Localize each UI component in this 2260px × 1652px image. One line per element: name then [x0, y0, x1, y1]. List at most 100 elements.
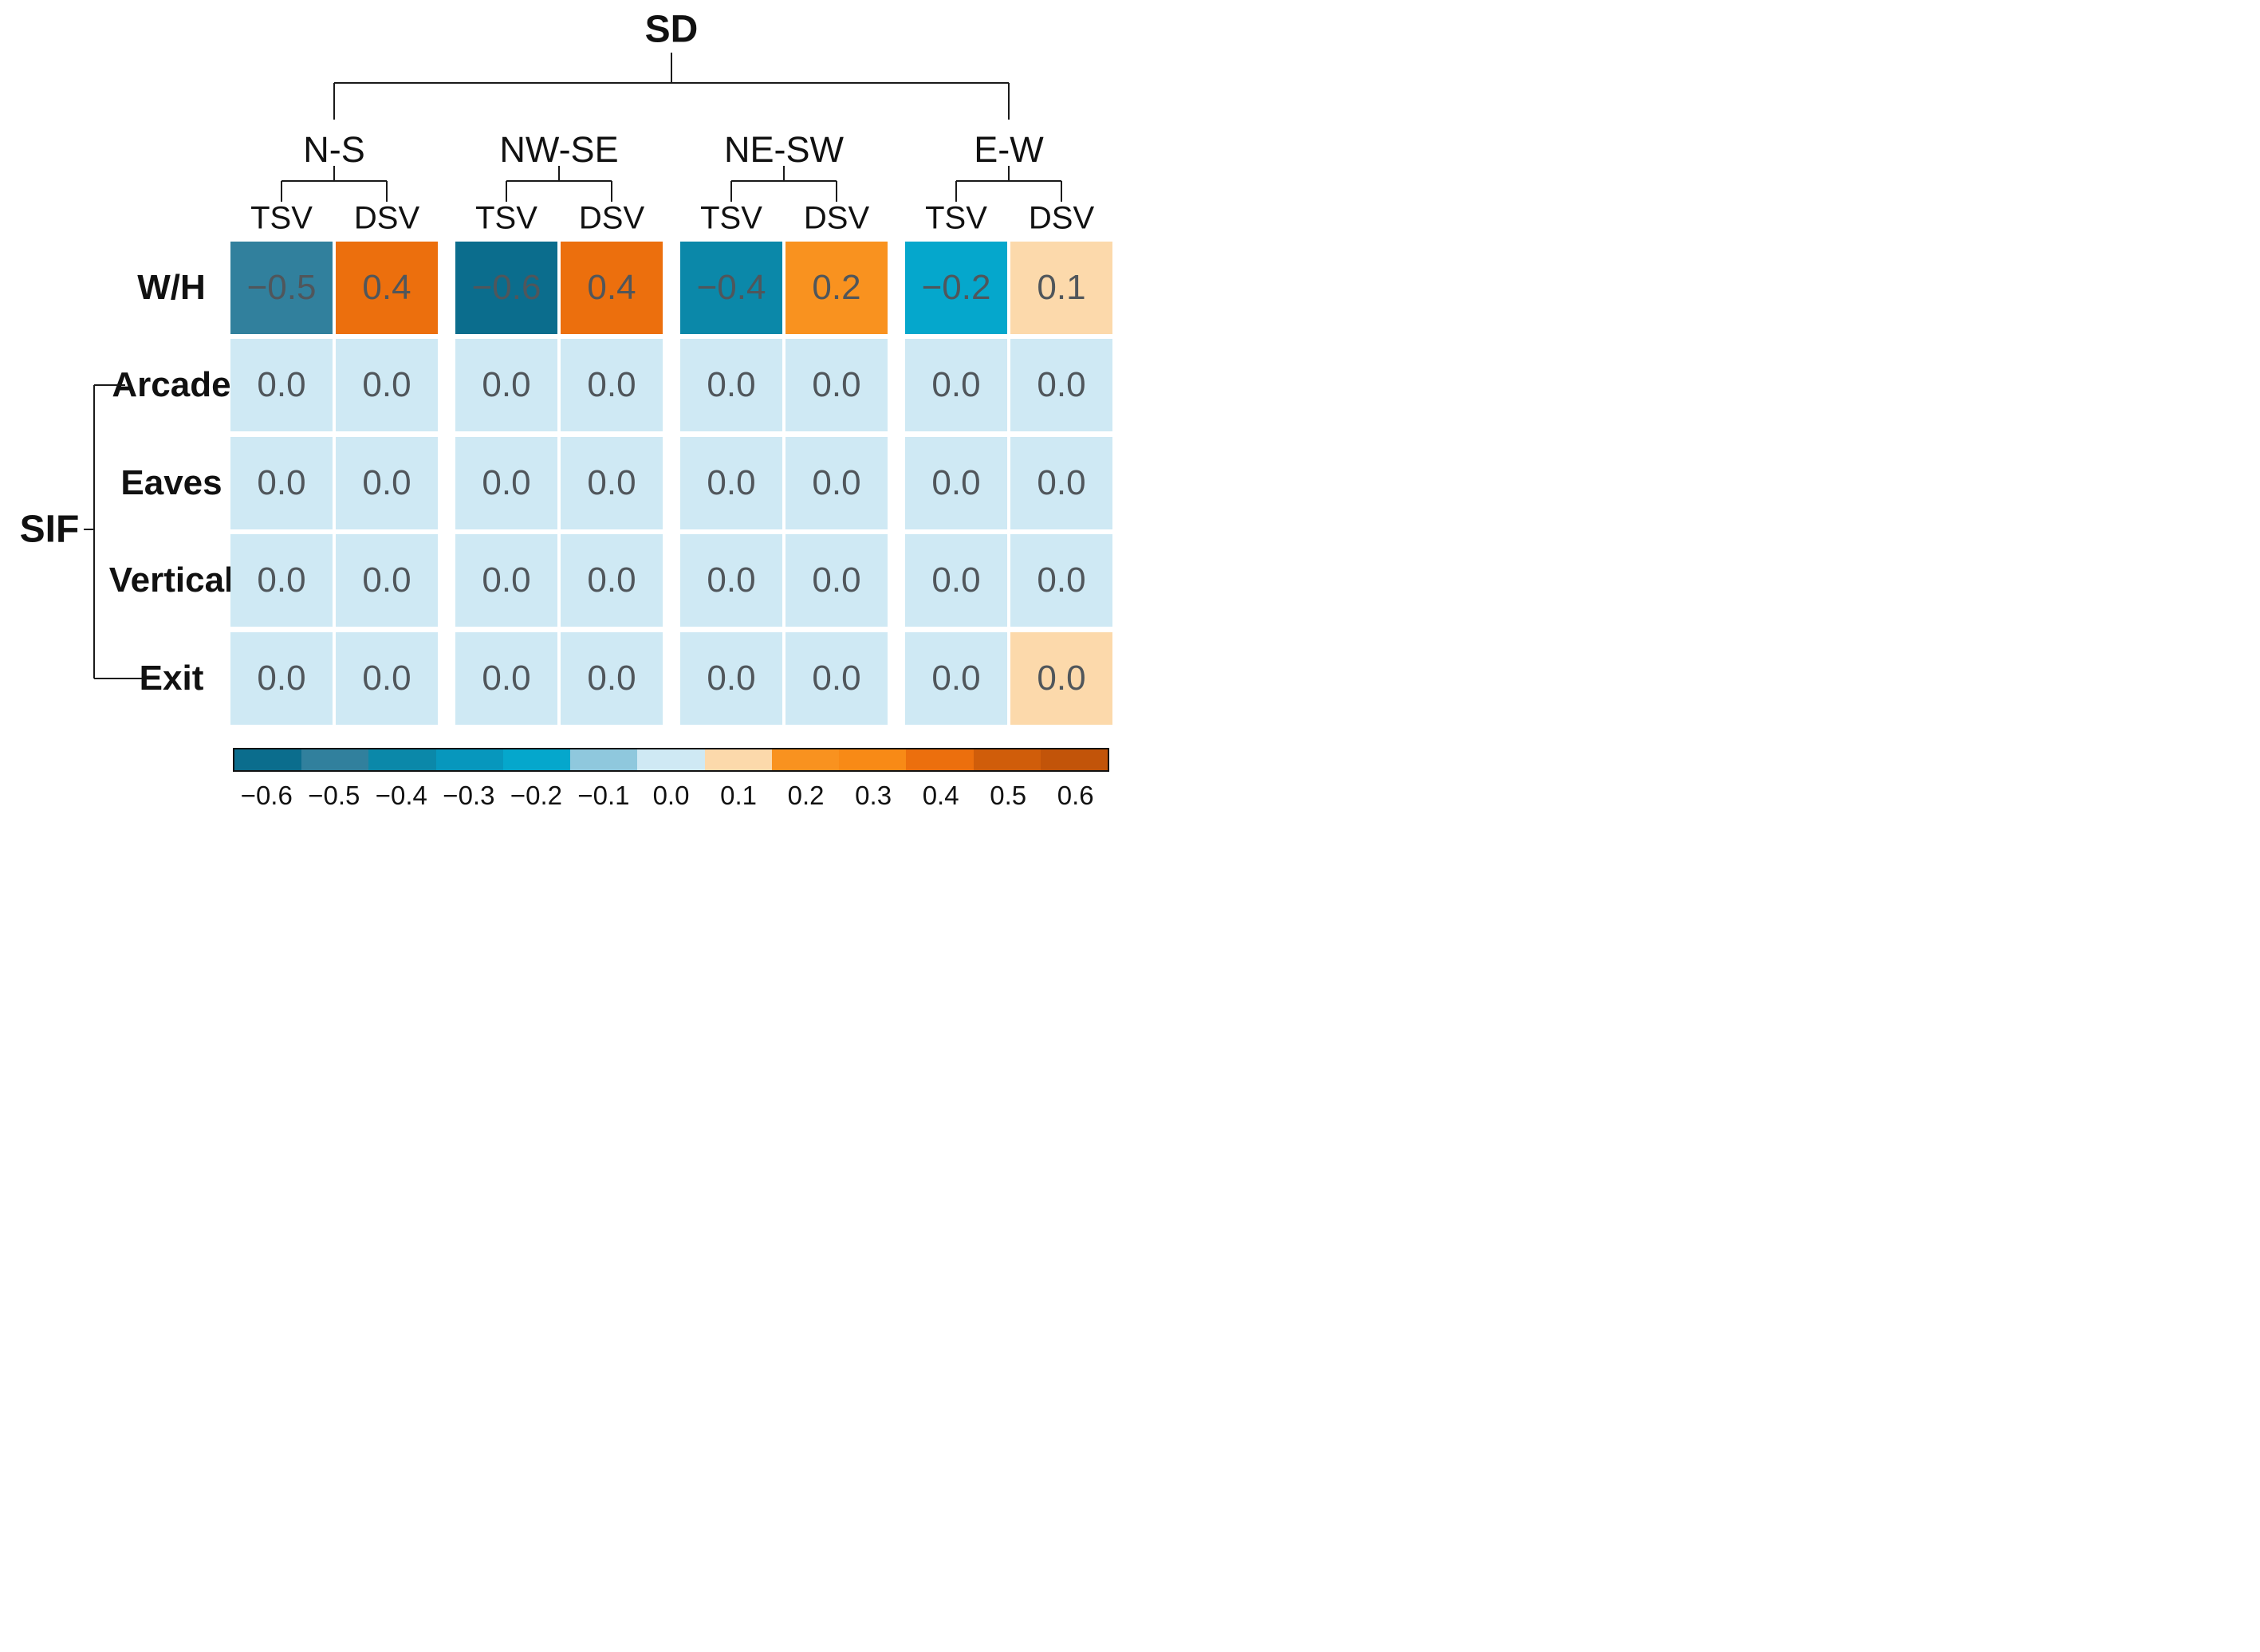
colorbar: [233, 748, 1109, 772]
column-group-label-ne-sw: NE-SW: [724, 129, 844, 170]
heatmap-cell: 0.0: [561, 339, 663, 431]
sd-branch-left-tick: [333, 83, 335, 120]
group-stem-line-0: [333, 166, 335, 181]
pair-bracket-bar-2: [731, 180, 837, 182]
group-stem-line-2: [783, 166, 785, 181]
colorbar-segment-11: [973, 749, 1041, 770]
column-group-label-n-s: N-S: [303, 129, 365, 170]
colorbar-tick-label-4: −0.2: [510, 781, 562, 810]
heatmap-cell: 0.0: [455, 339, 557, 431]
heatmap-cell: 0.0: [1010, 436, 1112, 529]
heatmap-cell: 0.0: [455, 631, 557, 725]
sif-bracket-bottom-tick: [94, 677, 142, 679]
sub-column-label-tsv-2: TSV: [700, 200, 762, 236]
heatmap-cell: −0.5: [230, 241, 333, 334]
heatmap-cell: 0.0: [561, 534, 663, 627]
heatmap-cell: 0.0: [785, 631, 888, 725]
heatmap-cell: 0.0: [1010, 631, 1112, 725]
pair-bracket-bar-0: [282, 180, 387, 182]
heatmap-cell: 0.0: [230, 339, 333, 431]
correlation-heatmap-figure: SD SIF N-S TSV DSV NW-SE TSV DSV NE-SW TSV DSV E-…: [0, 0, 1130, 826]
colorbar-tick-label-9: 0.3: [855, 781, 892, 810]
pair-bracket-right-tick-3: [1061, 181, 1062, 202]
colorbar-segment-0: [234, 749, 302, 770]
row-label-w-h: W/H: [137, 267, 206, 307]
colorbar-segment-8: [771, 749, 840, 770]
heatmap-cell: 0.0: [1010, 339, 1112, 431]
column-group-label-nw-se: NW-SE: [499, 129, 619, 170]
colorbar-tick-label-0: −0.6: [240, 781, 293, 810]
colorbar-tick-label-8: 0.2: [787, 781, 825, 810]
colorbar-tick-label-7: 0.1: [720, 781, 757, 810]
heatmap-cell: −0.2: [905, 241, 1007, 334]
sub-column-label-tsv-0: TSV: [250, 200, 313, 236]
heatmap-cell: 0.0: [336, 436, 438, 529]
colorbar-segment-3: [435, 749, 503, 770]
column-group-label-e-w: E-W: [974, 129, 1044, 170]
pair-bracket-left-tick-1: [506, 181, 507, 202]
colorbar-segment-1: [301, 749, 369, 770]
heatmap-cell: 0.0: [230, 534, 333, 627]
colorbar-segment-10: [906, 749, 974, 770]
colorbar-tick-label-12: 0.6: [1057, 781, 1094, 810]
heatmap-cell: 0.0: [230, 436, 333, 529]
heatmap-cell: 0.0: [336, 339, 438, 431]
sif-bracket-line: [93, 385, 95, 678]
heatmap-cell: 0.0: [230, 631, 333, 725]
heatmap-cell: 0.1: [1010, 241, 1112, 334]
pair-bracket-left-tick-3: [955, 181, 957, 202]
colorbar-segment-9: [839, 749, 907, 770]
row-label-arcade: Arcade: [112, 365, 231, 404]
heatmap-cell: 0.0: [785, 436, 888, 529]
row-label-vertical: Vertical: [108, 560, 234, 600]
heatmap-cell: −0.4: [680, 241, 782, 334]
heatmap-cell: 0.0: [905, 436, 1007, 529]
heatmap-cell: 0.0: [336, 534, 438, 627]
sub-column-label-dsv-2: DSV: [803, 200, 870, 236]
heatmap-cell: 0.0: [680, 339, 782, 431]
pair-bracket-bar-1: [506, 180, 612, 182]
pair-bracket-right-tick-1: [611, 181, 612, 202]
sub-column-label-tsv-3: TSV: [925, 200, 987, 236]
row-label-eaves: Eaves: [120, 462, 222, 502]
heatmap-cell: 0.0: [680, 631, 782, 725]
heatmap-cell: 0.0: [1010, 534, 1112, 627]
pair-bracket-bar-3: [956, 180, 1061, 182]
sub-column-label-dsv-0: DSV: [353, 200, 420, 236]
heatmap-cell: 0.0: [336, 631, 438, 725]
heatmap-cell: 0.4: [336, 241, 438, 334]
colorbar-tick-label-5: −0.1: [577, 781, 630, 810]
sd-branch-right-tick: [1008, 83, 1010, 120]
group-stem-line-1: [558, 166, 560, 181]
colorbar-segment-12: [1040, 749, 1108, 770]
heatmap-cell: 0.0: [905, 631, 1007, 725]
colorbar-tick-label-2: −0.4: [375, 781, 427, 810]
colorbar-tick-label-3: −0.3: [443, 781, 495, 810]
sub-column-label-tsv-1: TSV: [475, 200, 537, 236]
left-dimension-title: SIF: [19, 508, 80, 551]
group-stem-line-3: [1008, 166, 1010, 181]
sub-column-label-dsv-1: DSV: [578, 200, 645, 236]
sif-connector-line: [84, 528, 94, 530]
pair-bracket-left-tick-0: [281, 181, 282, 202]
colorbar-tick-label-10: 0.4: [922, 781, 959, 810]
colorbar-tick-label-6: 0.0: [652, 781, 690, 810]
heatmap-cell: 0.0: [905, 534, 1007, 627]
sd-branch-bar: [334, 82, 1009, 84]
colorbar-segment-4: [502, 749, 571, 770]
heatmap-cell: 0.0: [561, 631, 663, 725]
heatmap-cell: 0.0: [905, 339, 1007, 431]
pair-bracket-right-tick-0: [386, 181, 388, 202]
colorbar-tick-label-11: 0.5: [990, 781, 1027, 810]
pair-bracket-left-tick-2: [730, 181, 732, 202]
colorbar-tick-label-1: −0.5: [308, 781, 360, 810]
heatmap-cell: 0.0: [785, 534, 888, 627]
heatmap-cell: −0.6: [455, 241, 557, 334]
pair-bracket-right-tick-2: [836, 181, 837, 202]
heatmap-cell: 0.0: [455, 436, 557, 529]
heatmap-cell: 0.0: [680, 534, 782, 627]
heatmap-cell: 0.0: [785, 339, 888, 431]
top-dimension-title: SD: [644, 8, 699, 51]
heatmap-cell: 0.0: [455, 534, 557, 627]
row-label-exit: Exit: [139, 658, 204, 698]
